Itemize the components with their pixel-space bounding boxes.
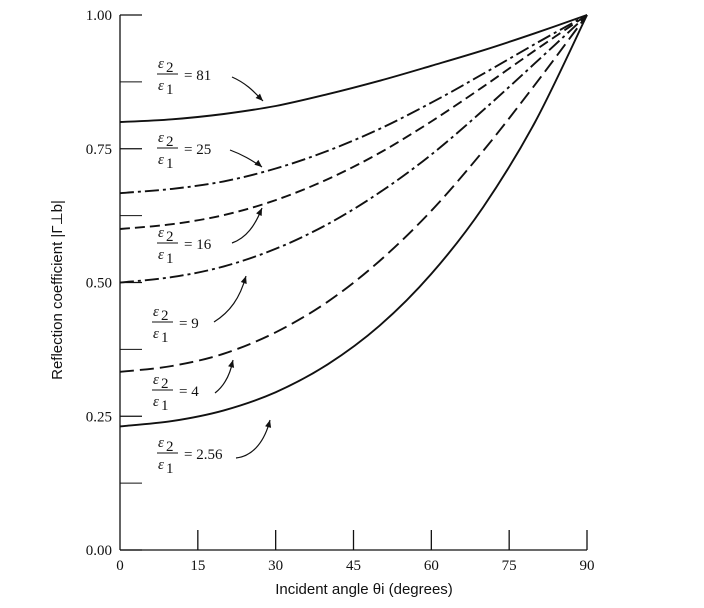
annotation-value: = 4 [179,384,199,400]
arrowhead [255,93,263,101]
y-tick-label: 0.25 [86,409,112,425]
annotation-2: ε 2ε 1 = 16 [157,207,263,267]
y-tick-label: 0.75 [86,142,112,158]
x-tick-label: 75 [502,558,517,574]
annotation-denominator: ε [153,394,159,410]
annotation-subscript: 1 [166,82,174,98]
annotation-numerator: ε [158,130,164,146]
y-axis-title: Reflection coefficient |Γ⊥b| [49,200,66,380]
annotation-denominator: ε [158,247,164,263]
arrowhead [265,420,272,428]
annotation-denominator: ε [158,457,164,473]
annotation-0: ε 2ε 1 = 81 [157,56,264,102]
annotation-subscript: 1 [161,398,169,414]
annotation-value: = 16 [184,237,212,253]
annotation-subscript: 2 [166,439,174,455]
arrowhead [228,360,235,368]
annotation-subscript: 2 [166,134,174,150]
x-tick-label: 60 [424,558,439,574]
annotation-denominator: ε [158,78,164,94]
x-tick-label: 45 [346,558,361,574]
arrowhead [254,159,262,167]
y-tick-label: 0.50 [86,276,112,292]
plot-area [119,14,588,428]
annotation-5: ε 2ε 1 = 2.56 [157,419,272,477]
annotation-subscript: 1 [161,330,169,346]
y-tick-label: 1.00 [86,8,112,24]
annotation-subscript: 2 [166,60,174,76]
annotation-denominator: ε [158,152,164,168]
series-line-5 [119,14,588,428]
annotation-4: ε 2ε 1 = 4 [152,359,235,414]
annotation-numerator: ε [153,304,159,320]
annotation-subscript: 1 [166,251,174,267]
annotation-numerator: ε [158,225,164,241]
annotation-value: = 25 [184,142,211,158]
x-tick-label: 15 [190,558,205,574]
series-line-0 [119,14,588,123]
x-tick-label: 90 [580,558,595,574]
axes: 0.00 0.25 0.50 0.75 1.00 0 15 30 45 60 75 90 [86,8,595,574]
annotation-denominator: ε [153,326,159,342]
x-tick-label: 0 [116,558,124,574]
series-line-2 [119,14,588,230]
annotation-subscript: 1 [166,156,174,172]
annotation-subscript: 2 [161,376,169,392]
annotation-arrow [235,419,271,459]
annotation-value: = 2.56 [184,447,223,463]
annotation-numerator: ε [158,435,164,451]
annotations: ε 2ε 1= 81ε 2ε 1= 25ε 2ε 1= 16ε 2ε 1= 9ε 2ε 1= 4ε 2… [152,56,272,477]
y-tick-label: 0.00 [86,543,112,559]
x-ticks: 0 15 30 45 60 75 90 [116,530,595,574]
series-line-4 [119,14,588,373]
series-line-1 [119,14,588,195]
annotation-1: ε 2ε 1 = 25 [157,130,263,172]
arrowhead [240,276,247,284]
annotation-numerator: ε [153,372,159,388]
x-axis-title: Incident angle θi (degrees) [275,581,453,598]
annotation-value: = 9 [179,316,199,332]
y-ticks: 0.00 0.25 0.50 0.75 1.00 [86,8,142,559]
x-tick-label: 30 [268,558,283,574]
annotation-arrow [213,275,247,323]
annotation-numerator: ε [158,56,164,72]
arrowhead [256,208,262,216]
annotation-subscript: 2 [161,308,169,324]
annotation-subscript: 1 [166,461,174,477]
annotation-subscript: 2 [166,229,174,245]
annotation-3: ε 2ε 1 = 9 [152,275,247,346]
annotation-value: = 81 [184,68,211,84]
series-line-3 [119,14,588,284]
